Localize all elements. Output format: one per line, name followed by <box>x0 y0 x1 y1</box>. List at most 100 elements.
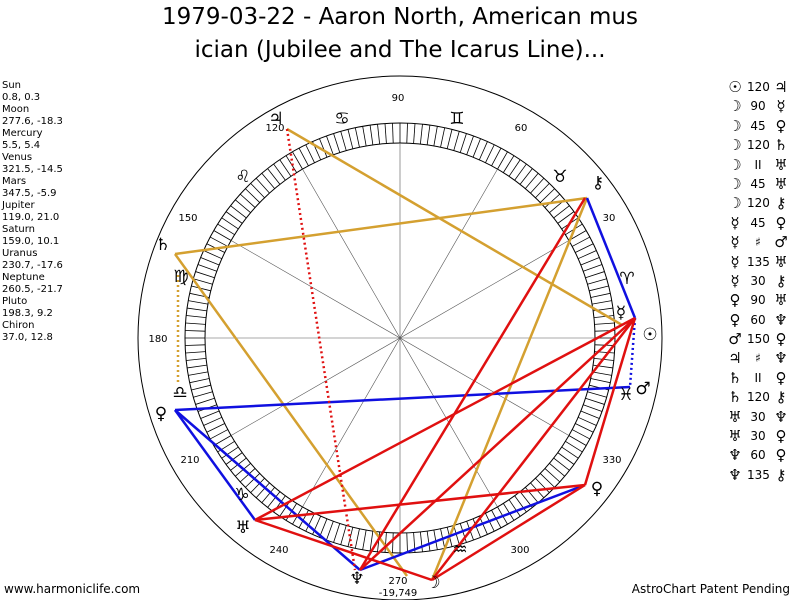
aspect-line <box>254 483 586 522</box>
aspect-list: ☉ 120 ♃ ☽ 90 ☿ ☽ 45 ♀ ☽ 120 ♄ ☽ II ♅ ☽ 45 ♅ ☽ 120 ⚷ ☿ 45 ♀ ☿ ♯ ♂ ☿ 1… <box>726 78 796 485</box>
degree-label: 60 <box>515 123 528 134</box>
degree-tick <box>200 410 220 419</box>
planet-name-mercury: Mercury <box>2 128 43 139</box>
degree-tick <box>255 177 270 194</box>
degree-tick <box>459 133 467 153</box>
planet-coords-mars: 347.5, -5.9 <box>2 188 57 199</box>
degree-tick <box>575 423 594 433</box>
aspect-type: 120 <box>747 80 770 94</box>
cancer-sign: ♋ <box>334 109 349 129</box>
degree-tick <box>206 423 225 433</box>
aspect-type: 60 <box>750 448 766 463</box>
degree-tick <box>369 125 374 145</box>
aspect-planet-2: ♆ <box>774 349 788 368</box>
aspect-planet-1: ☽ <box>728 116 742 135</box>
planet-coords-moon: 277.6, -18.3 <box>2 116 63 127</box>
aspect-planet-1: ♅ <box>728 427 742 446</box>
degree-tick <box>497 151 508 170</box>
leo-sign: ♌ <box>235 167 250 187</box>
aspect-planet-1: ♆ <box>728 446 742 465</box>
aspect-line <box>583 317 637 486</box>
degree-tick <box>557 452 575 465</box>
degree-tick <box>440 127 446 148</box>
uranus-glyph: ♅ <box>235 518 250 538</box>
degree-tick <box>459 523 467 543</box>
aspect-planet-2: ♂ <box>774 233 788 252</box>
aspect-row: ☿ 30 ⚷ <box>726 272 796 291</box>
degree-tick <box>347 129 354 149</box>
degree-tick <box>209 429 229 440</box>
degree-tick <box>187 307 207 312</box>
planet-name-mars: Mars <box>2 176 27 187</box>
degree-tick <box>333 133 341 153</box>
aspect-planet-2: ♅ <box>774 174 788 193</box>
aspect-planet-1: ♂ <box>728 330 742 349</box>
degree-tick <box>571 429 591 440</box>
degree-tick <box>279 159 292 177</box>
degree-tick <box>209 236 229 247</box>
footer-website: www.harmoniclife.com <box>4 582 141 596</box>
aspect-type: 120 <box>747 138 770 153</box>
aspect-planet-1: ☿ <box>730 213 740 232</box>
aspect-type: II <box>754 157 762 172</box>
degree-tick <box>239 468 256 483</box>
degree-tick <box>245 473 261 488</box>
degree-tick <box>273 163 286 181</box>
pisces-sign: ♓ <box>618 385 633 405</box>
aspect-line <box>174 385 631 412</box>
aspect-planet-1: ☽ <box>728 155 742 174</box>
aries-sign: ♈ <box>619 269 634 289</box>
planet-name-chiron: Chiron <box>2 320 35 331</box>
aspect-planet-2: ♀ <box>775 368 787 387</box>
house-spokes <box>205 143 595 533</box>
degree-tick <box>446 129 453 149</box>
degree-tick <box>298 147 309 167</box>
aspect-planet-1: ☿ <box>730 252 740 271</box>
degree-tick <box>326 521 334 541</box>
neptune-glyph: ♆ <box>349 569 364 589</box>
degree-label: 300 <box>510 545 529 556</box>
aspect-line <box>286 127 623 327</box>
degree-tick <box>340 131 347 151</box>
degree-tick <box>245 188 261 203</box>
degree-tick <box>250 183 265 199</box>
degree-label: 30 <box>603 213 616 224</box>
virgo-sign: ♍ <box>173 267 188 287</box>
aspect-type: 90 <box>750 293 766 308</box>
chiron-glyph: ⚷ <box>592 173 604 193</box>
degree-tick <box>195 397 215 405</box>
planet-coords-mercury: 5.5, 5.4 <box>2 140 41 151</box>
degree-tick <box>539 473 555 488</box>
planet-name-jupiter: Jupiter <box>2 200 35 211</box>
aspect-row: ☽ 120 ⚷ <box>726 194 796 213</box>
degree-label: 150 <box>178 213 197 224</box>
aspect-type: 45 <box>750 118 766 133</box>
aspect-line <box>254 518 433 582</box>
degree-tick <box>191 384 211 391</box>
aspect-type: ♯ <box>755 351 761 366</box>
aspect-planet-1: ♆ <box>728 465 742 484</box>
moon-glyph: ☽ <box>425 573 440 593</box>
aspect-planet-1: ☿ <box>730 233 740 252</box>
degree-tick <box>188 300 209 305</box>
degree-tick <box>354 528 360 549</box>
planet-coords-jupiter: 119.0, 21.0 <box>2 212 60 223</box>
degree-tick <box>544 193 561 208</box>
degree-tick <box>580 257 600 266</box>
planet-name-saturn: Saturn <box>2 224 36 235</box>
degree-tick <box>235 199 251 213</box>
mercury-glyph: ☿ <box>616 303 626 323</box>
aspect-line <box>359 317 636 571</box>
jupiter-glyph: ♃ <box>268 109 283 129</box>
degree-tick <box>255 482 270 499</box>
degree-tick <box>384 532 387 553</box>
degree-tick <box>583 404 603 412</box>
degree-tick <box>213 230 232 241</box>
sun-glyph: ☉ <box>642 325 657 345</box>
degree-tick <box>577 250 597 260</box>
degree-tick <box>565 440 583 453</box>
degree-tick <box>200 257 220 266</box>
degree-tick <box>508 159 521 177</box>
aspect-type: 120 <box>747 390 770 405</box>
degree-tick <box>557 211 575 224</box>
